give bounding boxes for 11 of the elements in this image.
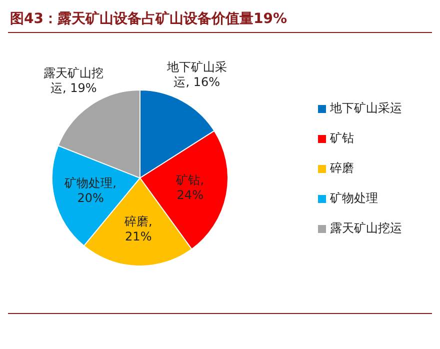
legend-label: 地下矿山采运 <box>330 101 402 115</box>
legend-label: 露天矿山挖运 <box>330 221 402 235</box>
data-label: 露天矿山挖运, 19% <box>44 66 104 95</box>
data-label: 碎磨, 21% <box>123 214 152 244</box>
chart-title: 图43：露天矿山设备占矿山设备价值量19% <box>8 8 432 33</box>
data-label: 矿钻, 24% <box>175 172 204 202</box>
legend-label: 碎磨 <box>330 161 354 175</box>
legend-label: 矿物处理 <box>330 191 378 205</box>
data-label: 地下矿山采运, 16% <box>166 60 227 89</box>
data-label: 矿物处理, 20% <box>64 176 116 206</box>
legend-label: 矿钻 <box>330 131 354 145</box>
